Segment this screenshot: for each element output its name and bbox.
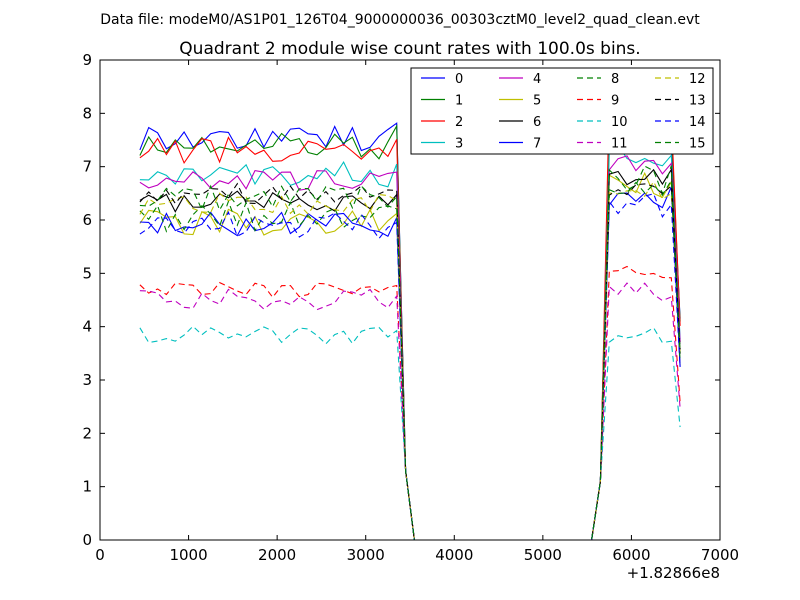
series-line-13 bbox=[139, 182, 681, 540]
x-axis: 0 1000 2000 3000 4000 5000 6000 7000 bbox=[95, 60, 739, 564]
legend-label-3: 3 bbox=[455, 137, 463, 152]
y-tick-label: 4 bbox=[82, 318, 92, 336]
legend-label-15: 15 bbox=[689, 137, 706, 152]
chart-suptitle: Data file: modeM0/AS1P01_126T04_90000000… bbox=[100, 12, 700, 28]
plot-frame bbox=[99, 59, 721, 541]
y-tick-label: 5 bbox=[82, 264, 92, 282]
legend-label-2: 2 bbox=[455, 115, 463, 130]
legend-label-10: 10 bbox=[611, 115, 628, 130]
y-tick-label: 6 bbox=[82, 211, 92, 229]
x-tick-label: 0 bbox=[95, 546, 105, 564]
x-tick-label: 1000 bbox=[169, 546, 207, 564]
x-tick-label: 6000 bbox=[612, 546, 650, 564]
legend-label-14: 14 bbox=[689, 115, 706, 130]
chart-title: Quadrant 2 module wise count rates with … bbox=[179, 39, 640, 59]
legend-label-5: 5 bbox=[533, 94, 541, 109]
legend-box bbox=[410, 67, 714, 155]
y-tick-label: 1 bbox=[82, 478, 92, 496]
legend-label-6: 6 bbox=[533, 115, 541, 130]
legend-label-4: 4 bbox=[533, 72, 541, 87]
x-tick-label: 4000 bbox=[435, 546, 473, 564]
plot-area: 0 1000 2000 3000 4000 5000 6000 7000 0123456789… bbox=[82, 51, 739, 582]
legend-label-13: 13 bbox=[689, 94, 706, 109]
x-tick-label: 7000 bbox=[701, 546, 739, 564]
x-tick-label: 3000 bbox=[347, 546, 385, 564]
series-layer bbox=[139, 96, 681, 540]
y-tick-label: 9 bbox=[82, 51, 92, 69]
legend-label-12: 12 bbox=[689, 72, 706, 87]
y-tick-label: 2 bbox=[82, 424, 92, 442]
legend-label-0: 0 bbox=[455, 72, 463, 87]
y-tick-label: 7 bbox=[82, 158, 92, 176]
legend-label-11: 11 bbox=[611, 137, 628, 152]
x-tick-label: 2000 bbox=[258, 546, 296, 564]
x-offset-label: +1.82866e8 bbox=[627, 564, 720, 582]
series-line-10 bbox=[139, 325, 681, 540]
legend-label-9: 9 bbox=[611, 94, 619, 109]
legend-label-8: 8 bbox=[611, 72, 619, 87]
x-tick-label: 5000 bbox=[524, 546, 562, 564]
y-tick-label: 3 bbox=[82, 371, 92, 389]
y-tick-label: 8 bbox=[82, 104, 92, 122]
legend-label-7: 7 bbox=[533, 137, 541, 152]
y-tick-label: 0 bbox=[82, 531, 92, 549]
legend-label-1: 1 bbox=[455, 94, 463, 109]
